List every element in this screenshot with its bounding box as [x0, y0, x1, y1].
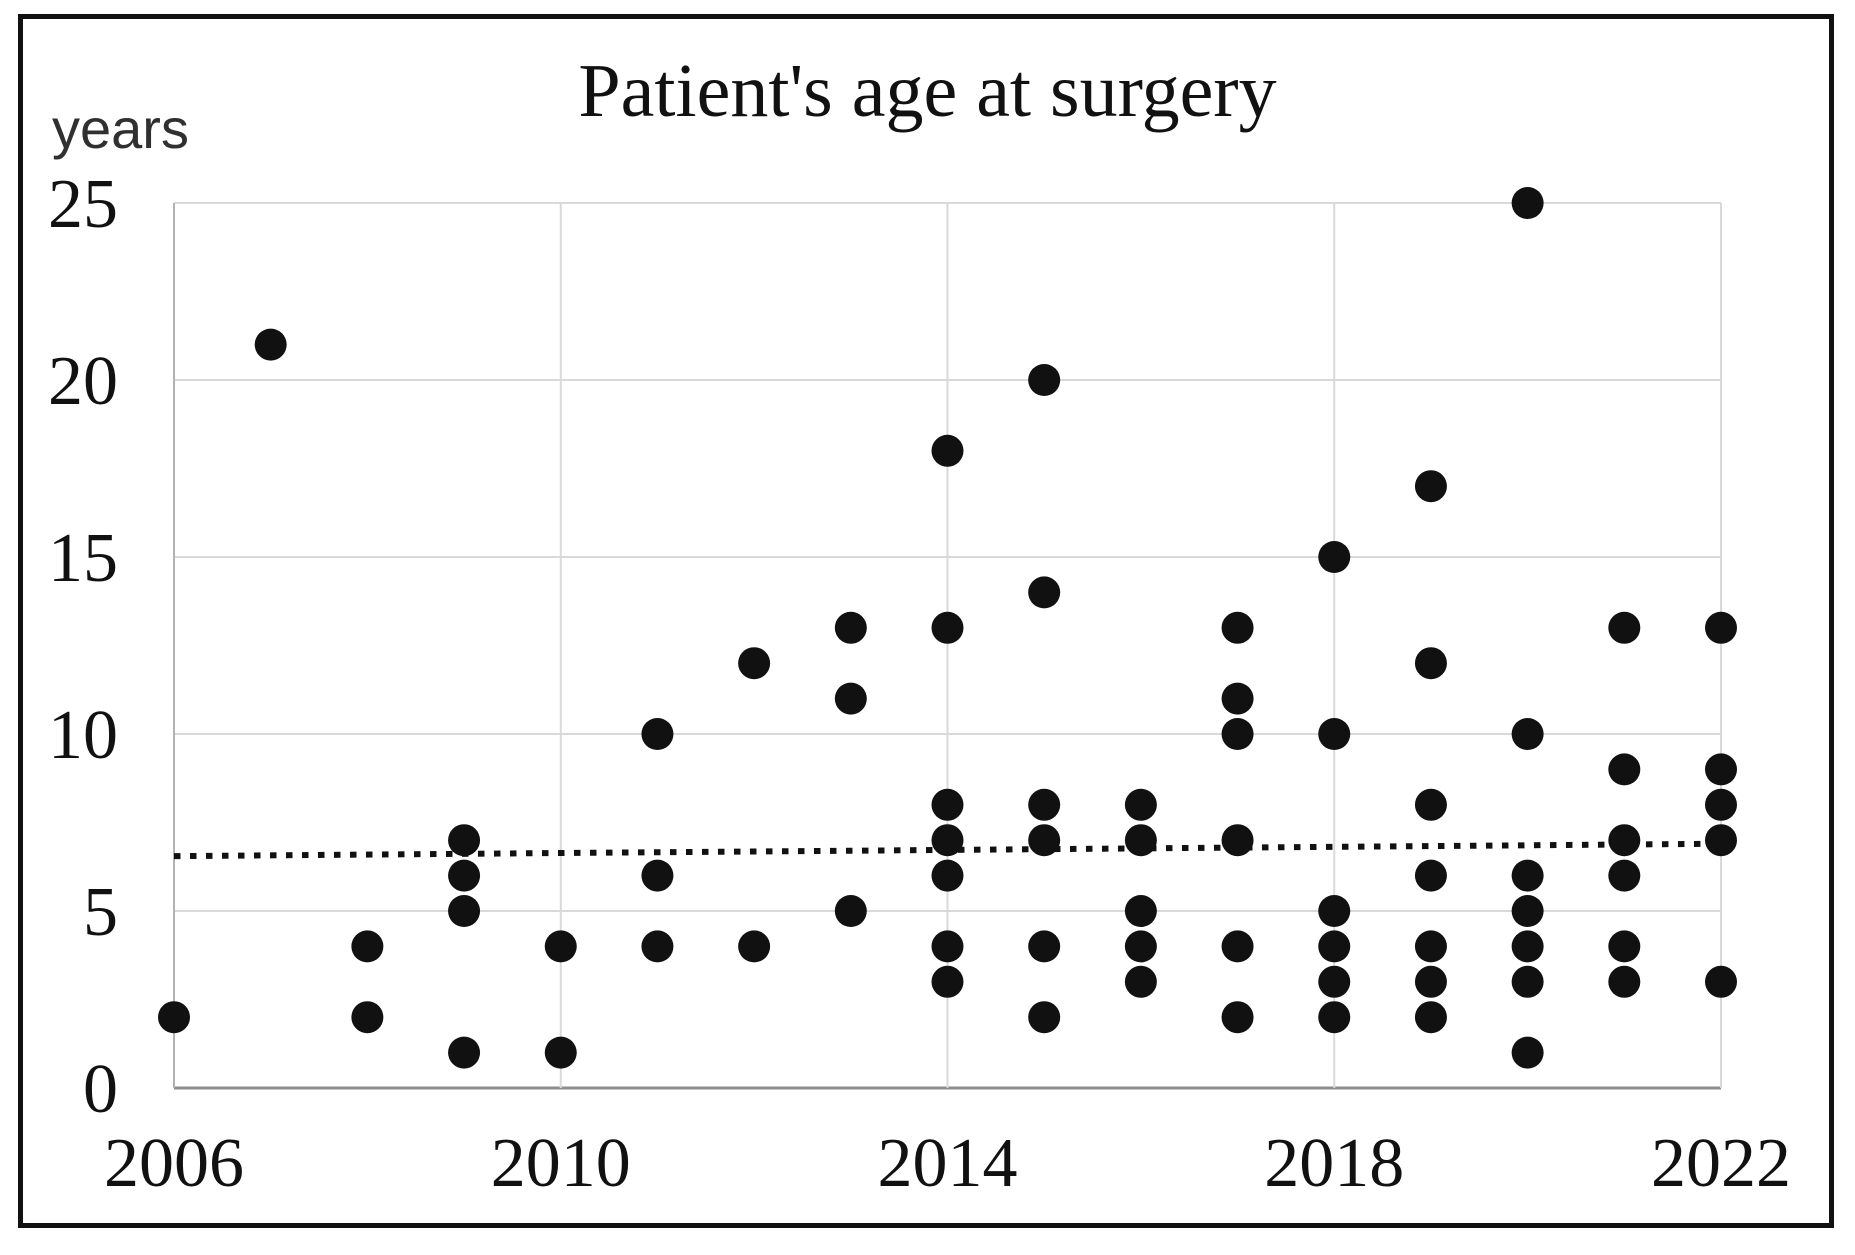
data-point — [1608, 859, 1641, 892]
data-point — [1414, 859, 1447, 892]
data-point — [1511, 895, 1544, 927]
data-point — [1511, 1036, 1544, 1069]
data-point — [1221, 611, 1254, 644]
data-point — [448, 824, 481, 857]
data-point — [931, 611, 964, 644]
data-point — [931, 965, 964, 998]
data-point — [1511, 859, 1544, 892]
y-tick-label: 25 — [48, 166, 118, 243]
data-point — [1414, 930, 1447, 963]
data-point — [641, 718, 674, 750]
data-point — [448, 859, 481, 892]
data-point — [738, 647, 771, 680]
data-point — [931, 788, 964, 821]
data-point — [1318, 1001, 1351, 1034]
data-point — [738, 930, 771, 963]
x-tick-label: 2022 — [1651, 1125, 1791, 1202]
data-point — [1608, 930, 1641, 963]
data-point — [544, 930, 577, 963]
data-point — [1124, 788, 1157, 821]
data-point — [1608, 611, 1641, 644]
data-point — [1028, 576, 1061, 609]
data-point — [351, 1001, 384, 1034]
chart-title: Patient's age at surgery — [578, 49, 1277, 133]
y-tick-label: 20 — [48, 343, 118, 420]
data-point — [1608, 753, 1641, 786]
data-point — [1221, 1001, 1254, 1034]
data-point — [448, 895, 481, 927]
data-point — [834, 895, 867, 927]
figure-border — [18, 14, 1834, 1228]
data-point — [1705, 965, 1737, 998]
data-point — [1414, 647, 1447, 680]
data-point — [1124, 965, 1157, 998]
data-point — [641, 930, 674, 963]
data-point — [931, 824, 964, 857]
data-point — [351, 930, 384, 963]
data-point — [1608, 824, 1641, 857]
data-point — [1705, 611, 1737, 644]
y-tick-label: 5 — [83, 874, 118, 951]
data-point — [1705, 753, 1737, 786]
data-point — [1414, 1001, 1447, 1034]
data-point — [1511, 930, 1544, 963]
data-point — [931, 859, 964, 892]
data-point — [834, 611, 867, 644]
data-point — [1318, 930, 1351, 963]
y-axis-unit-label: years — [52, 97, 189, 160]
data-point — [158, 1001, 190, 1034]
data-point — [641, 859, 674, 892]
data-point — [254, 328, 287, 361]
x-tick-label: 2014 — [878, 1125, 1018, 1202]
data-point — [1705, 788, 1737, 821]
data-point — [1511, 718, 1544, 750]
data-point — [931, 434, 964, 467]
data-point — [1221, 682, 1254, 715]
y-tick-label: 10 — [48, 697, 118, 774]
data-point — [834, 682, 867, 715]
data-point — [931, 930, 964, 963]
data-point — [1608, 965, 1641, 998]
data-point — [1221, 930, 1254, 963]
data-point — [1318, 895, 1351, 927]
x-tick-label: 2018 — [1264, 1125, 1404, 1202]
data-point — [1221, 824, 1254, 857]
data-point — [1124, 895, 1157, 927]
x-tick-label: 2006 — [104, 1125, 244, 1202]
data-point — [1414, 788, 1447, 821]
data-point — [1028, 364, 1061, 396]
data-point — [1511, 187, 1544, 219]
data-point — [1414, 965, 1447, 998]
data-point — [1318, 718, 1351, 750]
data-point — [1318, 965, 1351, 998]
data-point — [1124, 930, 1157, 963]
data-point — [1124, 824, 1157, 857]
data-point — [1511, 965, 1544, 998]
data-point — [448, 1036, 481, 1069]
data-point — [1028, 788, 1061, 821]
x-tick-label: 2010 — [491, 1125, 631, 1202]
y-tick-label: 0 — [83, 1051, 118, 1128]
data-point — [1318, 541, 1351, 573]
y-tick-label: 15 — [48, 520, 118, 597]
data-point — [1221, 718, 1254, 750]
data-point — [1414, 470, 1447, 503]
data-point — [1028, 1001, 1061, 1034]
data-point — [544, 1036, 577, 1069]
data-point — [1705, 824, 1737, 857]
data-point — [1028, 824, 1061, 857]
data-point — [1028, 930, 1061, 963]
